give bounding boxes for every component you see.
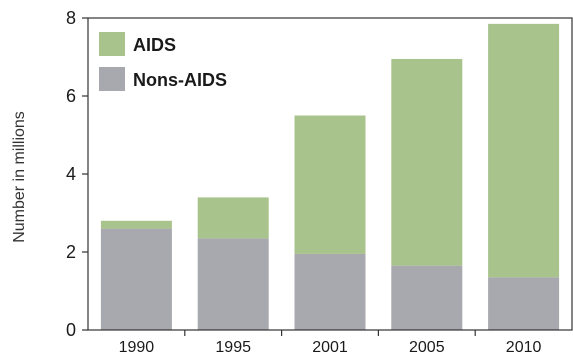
bar-segment-aids-2005 xyxy=(391,58,463,266)
bar-segment-aids-1990 xyxy=(100,220,172,229)
bar-segment-nons-aids-2005 xyxy=(391,265,463,330)
y-axis: 0 2 4 6 8 xyxy=(66,8,88,340)
bar-segment-nons-aids-1990 xyxy=(100,228,172,330)
legend-label: Nons-AIDS xyxy=(133,70,227,90)
x-tick-label: 1990 xyxy=(119,339,155,353)
bars-group xyxy=(100,23,560,330)
y-tick-label: 0 xyxy=(66,320,76,340)
y-tick-label: 6 xyxy=(66,86,76,106)
plot-frame xyxy=(87,17,573,331)
bar-segment-aids-1995 xyxy=(197,197,269,239)
bar-segment-aids-2010 xyxy=(488,23,560,278)
x-tick-label: 2005 xyxy=(409,339,445,353)
bar-segment-nons-aids-2001 xyxy=(294,253,366,330)
y-tick-label: 4 xyxy=(66,164,76,184)
bar-segment-aids-2001 xyxy=(294,115,366,254)
y-axis-title: Number in millions xyxy=(11,111,28,243)
y-tick-label: 8 xyxy=(66,8,76,28)
bar-segment-nons-aids-2010 xyxy=(488,277,560,330)
legend-swatch xyxy=(99,67,125,91)
x-axis: 1990 1995 2001 2005 2010 xyxy=(119,330,542,353)
legend-swatch xyxy=(99,32,125,56)
legend: AIDS Nons-AIDS xyxy=(99,32,227,91)
legend-label: AIDS xyxy=(133,35,176,55)
x-tick-label: 2010 xyxy=(506,339,542,353)
x-tick-label: 1995 xyxy=(215,339,251,353)
x-tick-label: 2001 xyxy=(312,339,348,353)
bar-segment-nons-aids-1995 xyxy=(197,238,269,330)
y-tick-label: 2 xyxy=(66,242,76,262)
